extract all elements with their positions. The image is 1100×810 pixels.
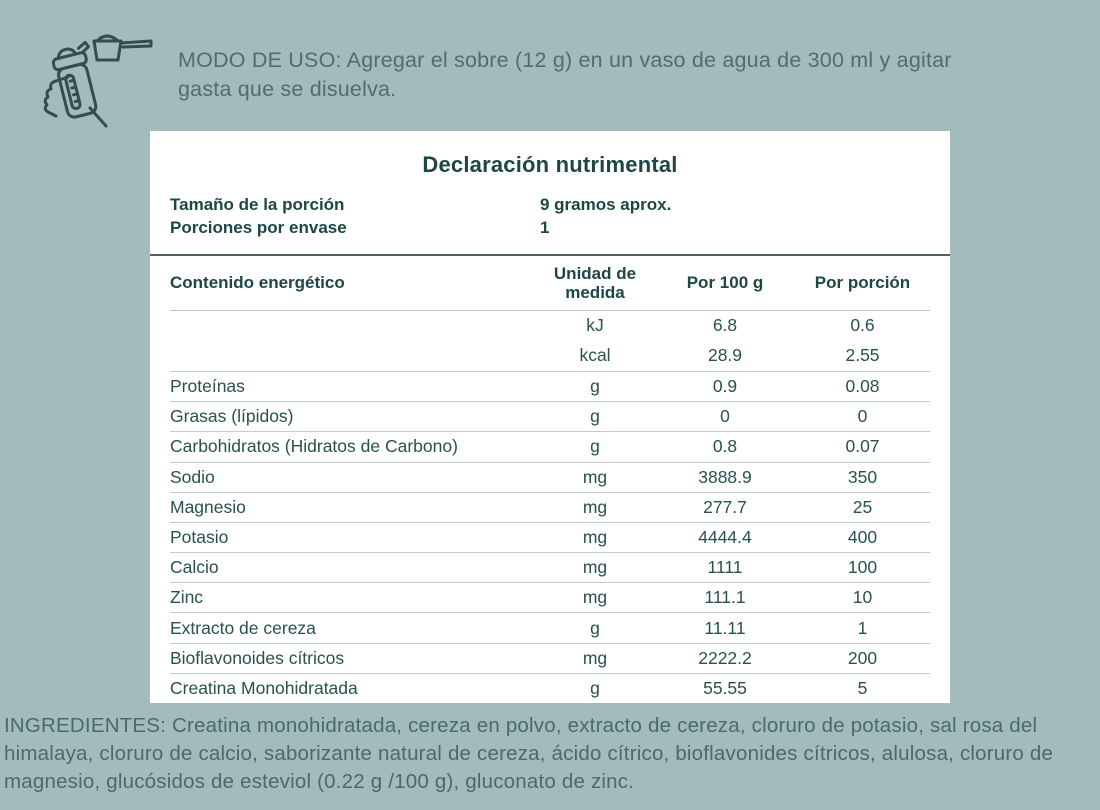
nutrient-portion: 100 <box>847 557 878 578</box>
nutrient-per100: 2222.2 <box>698 647 752 668</box>
nutrient-name: Sodio <box>170 466 215 487</box>
nutrient-per100: 11.11 <box>704 617 746 638</box>
nutrient-unit: mg <box>582 496 608 517</box>
nutrient-per100: 0 <box>720 406 730 427</box>
nutrient-name: Proteínas <box>170 376 245 397</box>
nutrient-per100: 28.9 <box>707 345 743 366</box>
nutrient-per100: 0.9 <box>712 376 738 397</box>
nutrient-name: Calcio <box>170 557 219 578</box>
nutrient-portion: 1 <box>857 617 868 638</box>
nutrient-per100: 55.55 <box>703 677 747 698</box>
nutrition-table-title: Declaración nutrimental <box>422 152 678 177</box>
servings-per-container-row: Porciones por envase 1 <box>170 216 930 239</box>
nutrient-portion: 400 <box>847 526 878 547</box>
nutrient-unit: g <box>590 436 600 457</box>
nutrient-unit: mg <box>582 647 608 668</box>
column-header-portion: Por porción <box>814 273 911 293</box>
nutrient-name: Extracto de cereza <box>170 617 316 638</box>
table-row: Carbohidratos (Hidratos de Carbono) g 0.… <box>170 431 930 461</box>
table-row: Extracto de cereza g 11.11 1 <box>170 612 930 642</box>
nutrient-portion: 0.6 <box>850 315 875 336</box>
nutrient-unit: g <box>590 617 600 638</box>
table-row: Zinc mg 111.1 10 <box>170 582 930 612</box>
nutrient-name: Zinc <box>170 587 204 608</box>
servings-per-container-label: Porciones por envase <box>170 217 347 237</box>
column-header-unit: Unidad de medida <box>553 263 637 302</box>
nutrition-facts-card: Declaración nutrimental Tamaño de la por… <box>150 131 950 703</box>
nutrient-portion: 200 <box>847 647 878 668</box>
ingredients-text: INGREDIENTES: Creatina monohidratada, ce… <box>4 714 1054 793</box>
nutrient-name: Grasas (lípidos) <box>170 406 294 427</box>
serving-info-block: Tamaño de la porción 9 gramos aprox. Por… <box>170 193 930 254</box>
nutrient-unit: mg <box>582 526 608 547</box>
serving-size-value: 9 gramos aprox. <box>540 194 672 214</box>
nutrient-per100: 4444.4 <box>698 526 752 547</box>
nutrition-table-body: kJ 6.8 0.6 kcal 28.9 2.55 Proteínas g 0.… <box>170 311 930 703</box>
table-row: Sodio mg 3888.9 350 <box>170 461 930 492</box>
nutrient-unit: kcal <box>579 345 611 366</box>
nutrient-portion: 0.08 <box>845 376 880 397</box>
nutrient-portion: 2.55 <box>845 345 880 366</box>
serving-size-label: Tamaño de la porción <box>170 194 345 214</box>
table-row: kcal 28.9 2.55 <box>170 341 930 371</box>
servings-per-container-value: 1 <box>540 217 550 237</box>
nutrient-name: Potasio <box>170 526 229 547</box>
nutrient-name: Carbohidratos (Hidratos de Carbono) <box>170 436 458 457</box>
shaker-and-scoop-icon <box>43 34 153 128</box>
usage-instructions-text: MODO DE USO: Agregar el sobre (12 g) en … <box>178 48 952 101</box>
nutrient-portion: 350 <box>847 466 878 487</box>
table-row: Calcio mg 1111 100 <box>170 552 930 582</box>
table-row: Magnesio mg 277.7 25 <box>170 491 930 522</box>
nutrient-portion: 10 <box>852 587 873 608</box>
nutrient-per100: 3888.9 <box>698 466 752 487</box>
nutrient-name: Magnesio <box>170 496 246 517</box>
nutrient-per100: 1111 <box>707 557 743 578</box>
table-row: Grasas (lípidos) g 0 0 <box>170 401 930 431</box>
table-header-row: Contenido energético Unidad de medida Po… <box>170 256 930 311</box>
nutrient-portion: 0 <box>857 406 868 427</box>
nutrient-unit: mg <box>582 557 608 578</box>
nutrient-name: Creatina Monohidratada <box>170 677 358 698</box>
nutrient-per100: 0.8 <box>712 436 738 457</box>
nutrient-portion: 25 <box>852 496 873 517</box>
table-row: Bioflavonoides cítricos mg 2222.2 200 <box>170 642 930 673</box>
table-row: Proteínas g 0.9 0.08 <box>170 370 930 401</box>
nutrient-per100: 111.1 <box>704 587 746 608</box>
serving-size-row: Tamaño de la porción 9 gramos aprox. <box>170 193 930 216</box>
nutrient-per100: 277.7 <box>703 496 747 517</box>
nutrient-unit: mg <box>582 466 608 487</box>
nutrient-unit: g <box>590 406 600 427</box>
table-row: Potasio mg 4444.4 400 <box>170 521 930 552</box>
nutrient-unit: g <box>590 677 600 698</box>
column-header-per100: Por 100 g <box>686 273 764 293</box>
nutrient-portion: 5 <box>857 677 868 698</box>
nutrient-portion: 0.07 <box>845 436 880 457</box>
table-row: kJ 6.8 0.6 <box>170 311 930 341</box>
table-row: Creatina Monohidratada g 55.55 5 <box>170 672 930 703</box>
nutrient-name: Bioflavonoides cítricos <box>170 647 345 668</box>
nutrient-per100: 6.8 <box>712 315 738 336</box>
nutrient-unit: kJ <box>586 315 604 336</box>
nutrient-unit: mg <box>582 587 608 608</box>
section-divider <box>150 254 950 257</box>
usage-section: MODO DE USO: Agregar el sobre (12 g) en … <box>38 26 1058 130</box>
nutrient-unit: g <box>590 376 600 397</box>
column-header-name: Contenido energético <box>170 272 345 292</box>
